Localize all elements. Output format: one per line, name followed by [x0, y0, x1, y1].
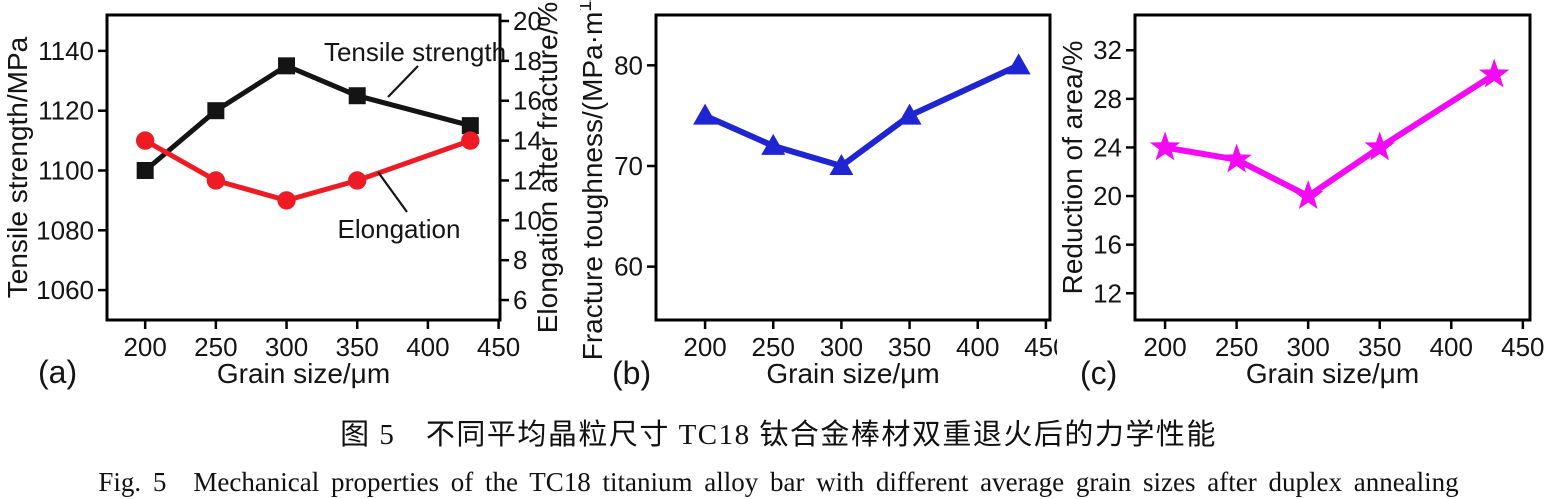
chart-c-svg: 200 250 300 350 400 450 Grain size/μm 12 16 20 24 2…	[1057, 13, 1545, 391]
plot-border	[1133, 13, 1532, 322]
x-tick-label: 400	[956, 332, 999, 362]
y-tick-label: 1060	[36, 275, 94, 305]
figure-caption: 图 5 不同平均晶粒尺寸 TC18 钛合金棒材双重退火后的力学性能 Fig. 5…	[0, 411, 1557, 499]
y-tick-label: 32	[1093, 35, 1122, 65]
marker-square-tensile-strength	[461, 117, 479, 135]
chart-panel-a: 200 250 300 350 400 450 Grain size/μm 1060 1080 1…	[0, 0, 580, 395]
chart-panel-b: 200 250 300 350 400 450 Grain size/μm 60 70 80Fra…	[580, 0, 1057, 395]
marker-star-reduction-of-area	[1479, 58, 1510, 88]
marker-star-reduction-of-area	[1149, 131, 1181, 161]
panel-label-b: (b)	[612, 355, 651, 391]
x-tick-label: 200	[1143, 332, 1186, 362]
annotation-label: Tensile strength	[324, 37, 506, 67]
plot-border	[654, 13, 1052, 322]
chart-panel-c: 200 250 300 350 400 450 Grain size/μm 12 16 20 24 2…	[1057, 0, 1557, 395]
y-tick-label: 16	[1093, 230, 1122, 260]
marker-triangle-fracture-toughness	[1006, 53, 1031, 75]
marker-circle-elongation	[348, 171, 367, 190]
left-y-axis-label: Reduction of area/%	[1057, 41, 1088, 295]
right-y-tick-label: 18	[513, 46, 542, 76]
marker-triangle-fracture-toughness	[829, 153, 854, 175]
x-axis-label: Grain size/μm	[217, 358, 390, 389]
y-tick-label: 12	[1093, 278, 1122, 308]
y-tick-label: 28	[1093, 84, 1122, 114]
marker-star-reduction-of-area	[1221, 143, 1252, 173]
chart-a-svg: 200 250 300 350 400 450 Grain size/μm 1060 1080 1…	[2, 2, 563, 390]
x-tick-label: 450	[477, 332, 520, 362]
left-y-axis-label: Fracture toughness/(MPa·m1/2)	[580, 0, 608, 360]
marker-star-reduction-of-area	[1293, 180, 1324, 209]
caption-chinese: 图 5 不同平均晶粒尺寸 TC18 钛合金棒材双重退火后的力学性能	[340, 419, 1217, 451]
right-y-tick-label: 20	[513, 6, 542, 36]
annotation-label: Elongation	[338, 214, 461, 244]
y-tick-label: 80	[614, 50, 643, 80]
right-y-tick-label: 16	[513, 86, 542, 116]
x-tick-label: 400	[1430, 332, 1473, 362]
marker-circle-elongation	[135, 131, 155, 150]
annotation-leader-line	[387, 65, 419, 98]
x-tick-label: 350	[888, 332, 931, 362]
y-tick-label: 1120	[38, 96, 94, 126]
x-tick-label: 300	[265, 332, 308, 362]
x-tick-label: 300	[820, 332, 863, 362]
caption-english: Fig. 5 Mechanical properties of the TC18…	[98, 467, 1459, 497]
marker-square-tensile-strength	[278, 57, 296, 75]
x-tick-label: 400	[406, 332, 449, 362]
right-y-axis-label: Elongation after fracture/%	[532, 2, 563, 334]
series-line-elongation	[142, 138, 473, 203]
x-tick-label: 350	[336, 332, 379, 362]
charts-row: 200 250 300 350 400 450 Grain size/μm 1060 1080 1…	[0, 0, 1557, 395]
x-tick-label: 200	[683, 332, 726, 362]
y-tick-label: 1140	[38, 36, 94, 66]
marker-triangle-fracture-toughness	[761, 133, 786, 155]
x-tick-label: 250	[1215, 332, 1258, 362]
marker-square-tensile-strength	[348, 87, 366, 105]
right-y-tick-label: 12	[513, 165, 542, 195]
panel-label-c: (c)	[1080, 355, 1117, 391]
series-line-reduction-of-area	[1162, 71, 1498, 200]
right-y-tick-label: 14	[513, 126, 542, 156]
y-tick-label: 24	[1093, 132, 1122, 162]
marker-square-tensile-strength	[136, 161, 154, 179]
y-tick-label: 20	[1093, 181, 1122, 211]
x-axis-label: Grain size/μm	[766, 358, 939, 389]
x-tick-label: 300	[1286, 332, 1329, 362]
left-y-axis-label: Tensile strength/MPa	[2, 36, 33, 298]
right-y-tick-label: 6	[513, 285, 527, 315]
marker-square-tensile-strength	[207, 102, 225, 120]
chart-b-svg: 200 250 300 350 400 450 Grain size/μm 60 70 80Fra…	[580, 0, 1057, 391]
marker-circle-elongation	[206, 171, 226, 190]
y-tick-label: 1100	[38, 155, 94, 185]
y-tick-label: 70	[614, 151, 643, 181]
x-tick-label: 200	[123, 332, 166, 362]
x-tick-label: 450	[1024, 332, 1057, 362]
annotation-leader-line	[377, 171, 408, 213]
series-line-fracture-toughness	[702, 62, 1022, 170]
right-y-tick-label: 10	[513, 205, 542, 235]
marker-circle-elongation	[461, 131, 480, 150]
x-tick-label: 350	[1358, 332, 1401, 362]
marker-star-reduction-of-area	[1364, 131, 1395, 161]
marker-triangle-fracture-toughness	[693, 103, 718, 125]
x-tick-label: 450	[1501, 332, 1544, 362]
right-y-tick-label: 8	[513, 245, 527, 275]
x-tick-label: 250	[194, 332, 237, 362]
x-tick-label: 250	[752, 332, 795, 362]
series-line-tensile-strength	[142, 62, 473, 173]
panel-label-a: (a)	[38, 354, 77, 390]
y-tick-label: 60	[614, 252, 643, 282]
x-axis-label: Grain size/μm	[1246, 358, 1419, 389]
marker-circle-elongation	[277, 191, 296, 210]
plot-border	[105, 13, 502, 322]
y-tick-label: 1080	[36, 215, 94, 245]
marker-triangle-fracture-toughness	[897, 103, 922, 125]
